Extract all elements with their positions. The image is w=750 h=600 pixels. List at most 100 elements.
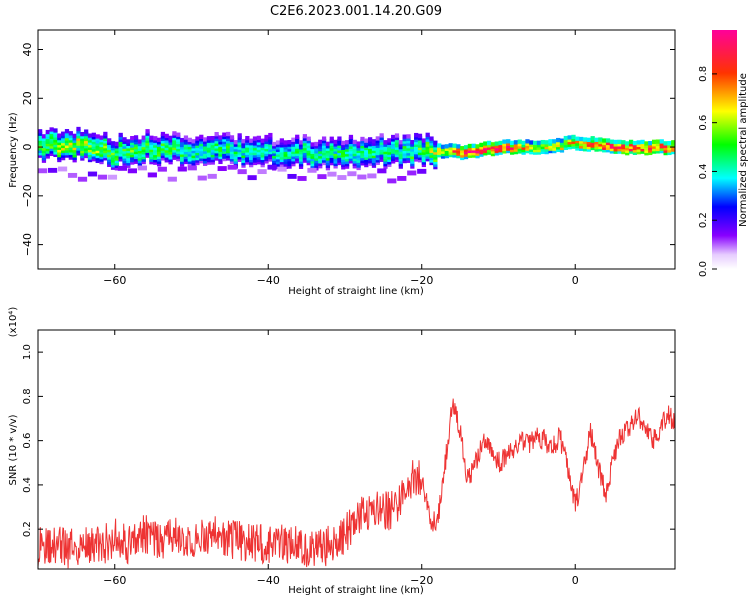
spectrogram-cell <box>187 149 192 155</box>
spectrogram-cell <box>241 143 246 149</box>
spectrogram-cell <box>77 176 88 182</box>
spectrogram-cell <box>57 150 62 155</box>
spectrogram-cell <box>160 151 166 156</box>
spectrogram-cell <box>210 148 215 153</box>
spectrogram-cell <box>203 156 208 162</box>
spectrogram-cell <box>398 162 403 167</box>
spectrogram-cell <box>398 144 403 150</box>
spectrogram-cell <box>114 151 119 156</box>
spectrogram-cell <box>64 133 70 139</box>
spectrogram-cell <box>617 139 622 145</box>
spectrogram-cell <box>609 139 615 144</box>
spectrogram-cell <box>513 145 519 150</box>
spectrogram-cell <box>636 147 641 152</box>
spectrogram-cell <box>137 151 143 156</box>
spectrogram-cell <box>364 153 369 158</box>
spectrogram-cell <box>84 136 89 142</box>
spectrogram-cell <box>513 147 519 152</box>
spectrogram-cell <box>440 147 446 152</box>
spectrogram-cell <box>348 149 354 154</box>
spectrogram-cell <box>233 144 238 150</box>
spectrogram-cell <box>118 147 123 152</box>
spectrogram-cell <box>149 157 154 162</box>
spectrogram-cell <box>229 147 235 152</box>
spectrogram-cell <box>357 174 367 180</box>
spectrogram-cell <box>256 135 261 141</box>
spectrogram-cell <box>352 147 357 152</box>
spectrogram-cell <box>241 156 246 161</box>
spectrogram-cell <box>421 162 426 168</box>
spectrogram-cell <box>114 158 119 164</box>
spectrogram-cell <box>421 148 426 153</box>
spectrogram-cell <box>268 137 273 143</box>
spectrogram-cell <box>605 145 611 150</box>
spectrogram-cell <box>321 151 327 156</box>
spectrogram-cell <box>425 152 430 157</box>
spectrogram-cell <box>199 146 204 152</box>
spectrogram-cell <box>160 134 166 139</box>
spectrogram-cell <box>226 151 231 156</box>
spectrogram-cell <box>76 126 81 132</box>
spectrogram-cell <box>377 168 387 174</box>
spectrogram-cell <box>456 153 461 159</box>
colorbar-label: Normalized spectral amplitude <box>738 73 749 227</box>
spectrogram-cell <box>344 159 350 164</box>
spectrogram-cell <box>337 155 342 161</box>
snr-xtick-label: −40 <box>257 574 280 587</box>
spectrogram-cell <box>233 154 238 159</box>
spectrogram-cell <box>272 154 277 159</box>
spectrogram-cell <box>126 151 131 156</box>
spectrogram-cell <box>260 145 265 151</box>
spectrogram-cell <box>421 140 426 146</box>
spectrogram-cell <box>352 156 357 162</box>
spectrogram-cell <box>325 166 331 171</box>
spectrogram-cell <box>149 138 154 143</box>
spectrogram-cell <box>383 159 388 164</box>
spectrogram-xtick-label: −20 <box>410 274 433 287</box>
spectrogram-cell <box>222 149 227 154</box>
spectrogram-cell <box>72 143 77 148</box>
spectrogram-cell <box>379 138 384 143</box>
spectrogram-cell <box>145 136 150 141</box>
spectrogram-cell <box>110 160 116 165</box>
spectrogram-cell <box>64 153 70 158</box>
spectrogram-cell <box>383 157 388 162</box>
spectrogram-cell <box>156 157 162 162</box>
spectrogram-cell <box>471 143 476 148</box>
spectrogram-cell <box>156 147 162 152</box>
spectrogram-cell <box>651 139 657 144</box>
spectrogram-cell <box>272 146 277 152</box>
spectrogram-cell <box>509 143 515 148</box>
snr-ytick-label: 0.8 <box>22 388 33 404</box>
spectrogram-cell <box>80 131 85 137</box>
spectrogram-cell <box>91 144 96 150</box>
spectrogram-cell <box>245 145 250 151</box>
spectrogram-cell <box>352 144 357 149</box>
spectrogram-cell <box>352 151 357 157</box>
spectrogram-cell <box>141 145 146 150</box>
spectrogram-cell <box>602 143 607 148</box>
spectrogram-cell <box>525 148 530 154</box>
spectrogram-cell <box>237 135 242 141</box>
spectrogram-cell <box>421 143 426 148</box>
spectrogram-cell <box>663 141 668 146</box>
spectrogram-cell <box>41 136 47 141</box>
spectrogram-cell <box>237 145 242 150</box>
spectrogram-cell <box>153 136 158 141</box>
spectrogram-cell <box>41 151 47 156</box>
snr-y-axis: 0.20.40.60.81.0 <box>22 344 675 537</box>
spectrogram-cell <box>287 164 292 169</box>
spectrogram-cell <box>64 129 70 134</box>
spectrogram-cell <box>214 136 219 142</box>
spectrogram-cell <box>348 151 354 157</box>
spectrogram-cell <box>191 146 196 151</box>
spectrogram-cell <box>490 151 496 157</box>
spectrogram-cell <box>544 145 549 150</box>
spectrogram-cell <box>214 139 219 144</box>
spectrogram-cell <box>156 137 162 143</box>
spectrogram-cell <box>379 140 384 145</box>
spectrogram-cell <box>471 148 476 153</box>
spectrogram-cell <box>229 140 235 145</box>
spectrogram-cell <box>368 137 373 142</box>
spectrogram-cell <box>118 135 123 140</box>
